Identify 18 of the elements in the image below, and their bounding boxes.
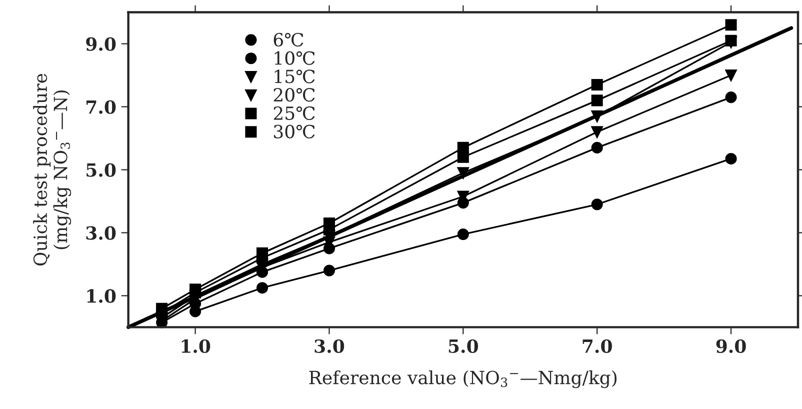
y-tick-label: 5.0 xyxy=(86,163,116,177)
y-tick-label: 1.0 xyxy=(87,289,116,303)
legend-label: 20℃ xyxy=(274,88,315,102)
legend-label: 15℃ xyxy=(274,70,315,84)
legend-label: 10℃ xyxy=(274,51,315,65)
y-tick-label: 7.0 xyxy=(86,100,116,114)
x-tick-label: 5.0 xyxy=(448,339,478,353)
y-tick-label: 9.0 xyxy=(86,37,116,51)
x-axis-title: Reference value (NO$_{3}$$^{−}$—Nmg/kg) xyxy=(309,370,617,388)
x-tick-label: 9.0 xyxy=(716,339,746,353)
y-tick-label: 3.0 xyxy=(86,226,116,240)
legend-label: 25℃ xyxy=(274,106,315,120)
x-tick-label: 1.0 xyxy=(182,339,210,353)
x-tick-label: 7.0 xyxy=(582,339,612,353)
legend-label: 6℃ xyxy=(274,32,304,47)
y-axis-title: Quick test procedure (mg/kg NO$_{3}$$^{−}$—N) xyxy=(33,74,72,266)
x-tick-label: 3.0 xyxy=(314,339,344,353)
legend-label: 30℃ xyxy=(274,124,315,138)
